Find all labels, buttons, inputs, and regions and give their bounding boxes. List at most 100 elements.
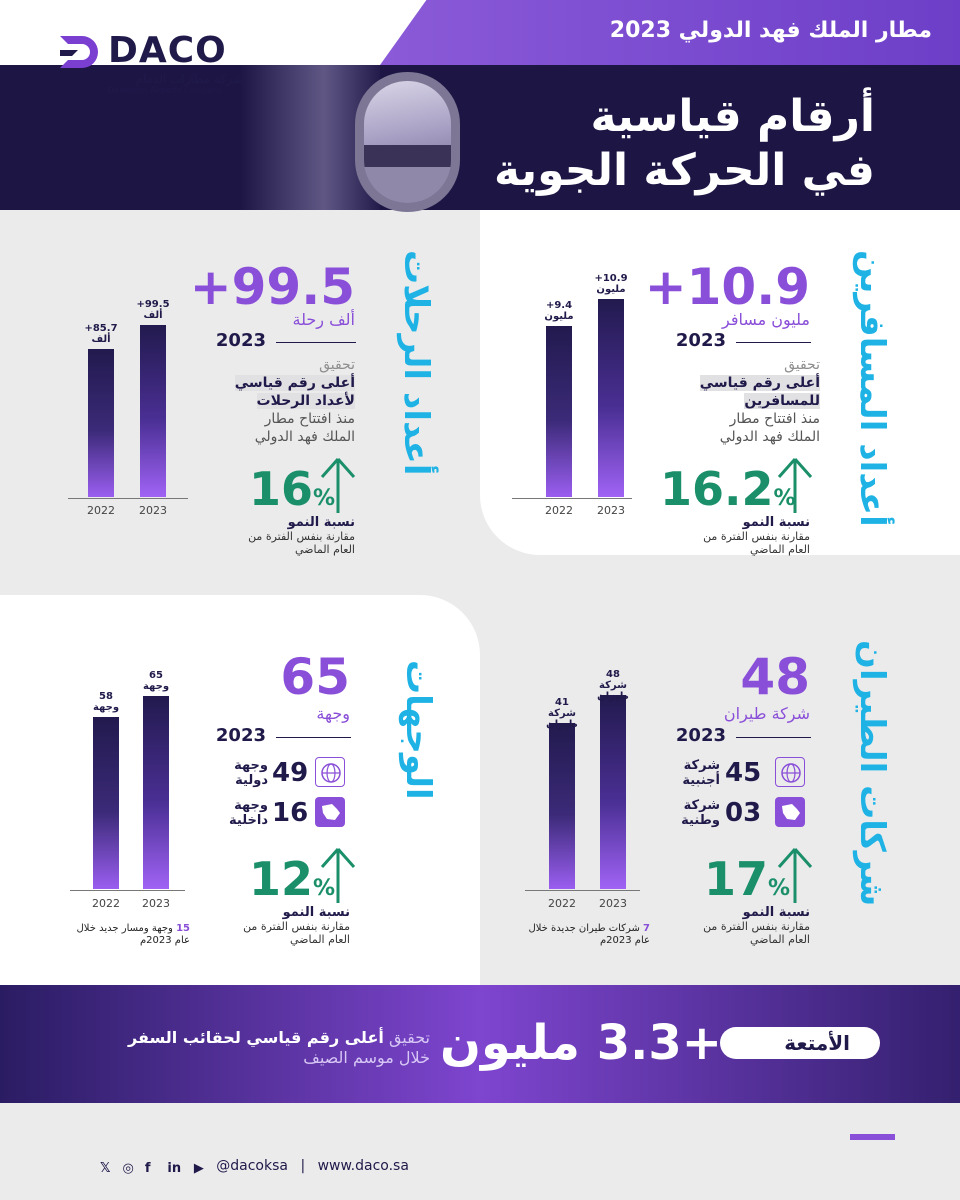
destinations-title: الوجهات [398,660,438,800]
note-text: شركات طيران جديدة خلال [528,923,640,934]
foreign-airlines-count: 45 [725,758,762,788]
daco-logo: DACO شركة مطارات الدمام Dammam Airports … [58,30,258,100]
airlines-unit: شركة طيران [723,704,810,723]
linkedin-icon[interactable]: in [167,1161,182,1176]
bar-unit: ألف [91,333,111,345]
website-link[interactable]: www.daco.sa [317,1158,409,1174]
desc-text: الملك فهد الدولي [719,429,820,445]
bar-label-2022: +9.4 مليون [529,300,589,322]
logo-english: Dammam Airports Company [108,86,223,95]
label-line: شركة [683,798,720,813]
x-label-2023: 2023 [139,504,167,517]
bar-label-2023: 48 شركة طيران [583,669,643,702]
label-line: وطنية [681,813,720,828]
note-number: 15 [176,923,190,934]
globe-icon [775,757,805,787]
bar-2023 [140,325,166,497]
label-line: دولية [235,773,268,788]
passengers-year: 2023 [675,330,726,351]
footer-accent [850,1134,895,1140]
flights-unit: ألف رحلة [292,310,355,329]
divider-line [736,737,811,738]
bar-label-2023: 65 وجهة [126,670,186,692]
youtube-icon[interactable]: ▶ [193,1161,204,1176]
bar-unit: شركة طيران [546,708,578,731]
note-text: عام 2023م [139,935,190,946]
baggage-label-pill: الأمتعة [720,1027,880,1059]
hero-section [0,65,960,210]
social-handle[interactable]: @dacoksa [216,1158,288,1174]
growth-sub-line: العام الماضي [289,933,350,946]
flights-description: تحقيق أعلى رقم قياسي لأعداد الرحلات منذ … [155,356,355,446]
footer: 𝕏 ◎ f in ▶ @dacoksa | www.daco.sa [100,1158,409,1176]
desc-text: منذ افتتاح مطار [264,411,355,427]
desc-text: الملك فهد الدولي [254,429,355,445]
desc-lead: تحقيق [388,1028,430,1047]
growth-value: 17 [703,852,768,906]
saudi-map-icon [315,797,345,827]
growth-sub: مقارنة بنفس الفترة من العام الماضي [640,530,810,556]
bar-value: +10.9 [594,273,628,284]
growth-sub-line: العام الماضي [749,933,810,946]
desc-highlight: للمسافرين [744,393,820,409]
label-line: وجهة [234,758,268,773]
growth-arrow-icon [777,848,813,903]
facebook-icon[interactable]: f [144,1161,151,1176]
destinations-value: 65 [280,648,350,706]
note-number: 7 [643,923,650,934]
title-banner: مطار الملك فهد الدولي 2023 [380,0,960,65]
flights-value: +99.5 [189,258,355,316]
bar-value: 48 [606,669,620,680]
growth-label: نسبة النمو [742,515,810,530]
bar-2023 [600,695,626,889]
instagram-icon[interactable]: ◎ [122,1161,134,1176]
airplane-window-image [355,72,460,212]
airlines-year: 2023 [675,725,726,746]
x-label-2022: 2022 [548,897,576,910]
bar-label-2022: 58 وجهة [76,691,136,713]
domestic-destinations-label: وجهة داخلية [210,798,268,828]
label-line: وجهة [234,798,268,813]
bar-2023 [143,696,169,889]
passengers-value: +10.9 [644,258,810,316]
growth-sub: مقارنة بنفس الفترة من العام الماضي [180,920,350,946]
bar-unit: مليون [596,284,626,295]
x-label-2023: 2023 [599,897,627,910]
logo-wordmark: DACO [108,30,227,71]
bar-2022 [549,723,575,889]
bar-label-2023: +10.9 مليون [581,273,641,295]
growth-label: نسبة النمو [742,905,810,920]
chart-axis [512,498,632,499]
domestic-destinations-count: 16 [272,798,309,828]
divider-line [736,342,811,343]
note-text: وجهة ومسار جديد خلال [76,923,173,934]
label-line: داخلية [229,813,268,828]
bar-2022 [88,348,114,497]
growth-sub-line: مقارنة بنفس الفترة من [703,530,810,543]
desc-bold: أعلى رقم قياسي لحقائب السفر [128,1028,384,1047]
x-label-2022: 2022 [92,897,120,910]
passengers-description: تحقيق أعلى رقم قياسي للمسافرين منذ افتتا… [620,356,820,446]
bar-value: +99.5 [136,299,170,310]
bar-2022 [546,326,572,497]
flights-title: أعداد الرحلات [396,250,436,476]
bar-2023 [598,299,624,497]
bar-value: 65 [149,670,163,681]
bar-unit: شركة طيران [597,680,629,702]
daco-logo-icon [60,36,98,68]
label-line: شركة [683,758,720,773]
airlines-growth: 17% [703,852,790,906]
x-icon[interactable]: 𝕏 [100,1161,111,1176]
destinations-note: 15 وجهة ومسار جديد خلال عام 2023م [30,923,191,947]
flights-growth: 16% [248,462,335,516]
airlines-value: 48 [740,648,810,706]
bar-unit: وجهة [92,701,120,713]
footer-separator: | [300,1158,306,1174]
desc-lead: تحقيق [784,357,820,373]
globe-icon [315,757,345,787]
x-label-2022: 2022 [545,504,573,517]
hero-title-line2: في الحركة الجوية [493,145,875,196]
desc-text: خلال موسم الصيف [303,1048,430,1067]
growth-sub-line: العام الماضي [749,543,810,556]
chart-axis [68,498,188,499]
